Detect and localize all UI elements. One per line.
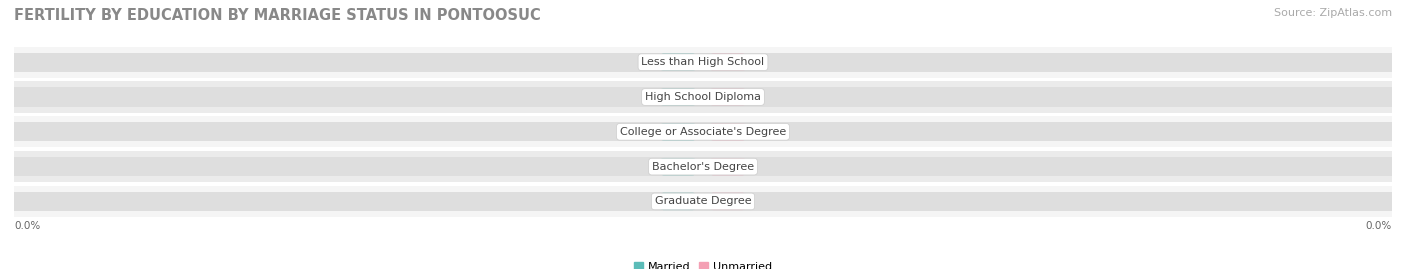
- Text: FERTILITY BY EDUCATION BY MARRIAGE STATUS IN PONTOOSUC: FERTILITY BY EDUCATION BY MARRIAGE STATU…: [14, 8, 541, 23]
- Text: 0.0%: 0.0%: [713, 127, 742, 137]
- Bar: [14, 122, 1392, 141]
- Bar: [14, 116, 1392, 147]
- Text: Less than High School: Less than High School: [641, 57, 765, 67]
- Text: High School Diploma: High School Diploma: [645, 92, 761, 102]
- Bar: [14, 186, 1392, 217]
- Bar: [14, 151, 1392, 182]
- Text: 0.0%: 0.0%: [664, 92, 693, 102]
- Text: 0.0%: 0.0%: [664, 196, 693, 206]
- Text: 0.0%: 0.0%: [664, 162, 693, 172]
- Text: 0.0%: 0.0%: [664, 57, 693, 67]
- Text: Source: ZipAtlas.com: Source: ZipAtlas.com: [1274, 8, 1392, 18]
- Bar: [14, 87, 1392, 107]
- Legend: Married, Unmarried: Married, Unmarried: [634, 262, 772, 269]
- Bar: [14, 192, 1392, 211]
- Text: 0.0%: 0.0%: [14, 221, 41, 231]
- Text: 0.0%: 0.0%: [664, 127, 693, 137]
- Text: 0.0%: 0.0%: [713, 162, 742, 172]
- Bar: [14, 81, 1392, 113]
- Text: 0.0%: 0.0%: [713, 57, 742, 67]
- Text: College or Associate's Degree: College or Associate's Degree: [620, 127, 786, 137]
- Text: Graduate Degree: Graduate Degree: [655, 196, 751, 206]
- Text: Bachelor's Degree: Bachelor's Degree: [652, 162, 754, 172]
- Text: 0.0%: 0.0%: [713, 196, 742, 206]
- Bar: [14, 47, 1392, 78]
- Text: 0.0%: 0.0%: [713, 92, 742, 102]
- Text: 0.0%: 0.0%: [1365, 221, 1392, 231]
- Bar: [14, 53, 1392, 72]
- Bar: [14, 157, 1392, 176]
